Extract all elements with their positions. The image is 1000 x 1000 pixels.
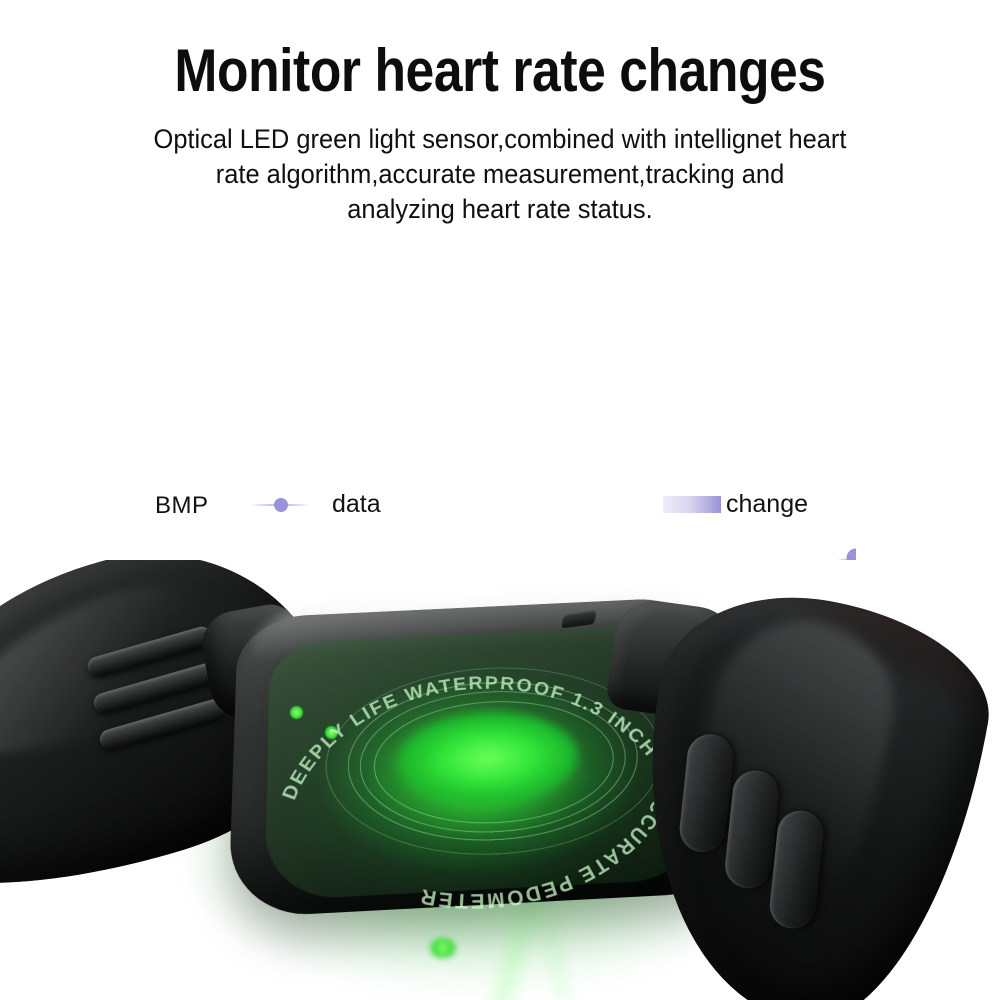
legend-label-change: change [726, 490, 809, 518]
chart-axis-unit: BMP [155, 492, 209, 519]
page-subtitle: Optical LED green light sensor,combined … [87, 122, 913, 227]
strap-rib [767, 808, 826, 931]
subtitle-line-3: analyzing heart rate status. [347, 194, 653, 224]
legend-label-data: data [332, 490, 381, 518]
strap-rib [677, 732, 736, 855]
led-indicator-icon [325, 726, 338, 739]
subtitle-line-1: Optical LED green light sensor,combined … [153, 124, 847, 154]
subtitle-line-2: rate algorithm,accurate measurement,trac… [215, 159, 785, 189]
page-title: Monitor heart rate changes [174, 37, 826, 104]
legend-item-change: change [663, 490, 808, 519]
led-reflection-icon [430, 938, 456, 958]
legend-item-data: data [252, 490, 381, 519]
led-indicator-icon [290, 706, 303, 719]
legend-dot-icon [274, 497, 288, 512]
legend-gradient-bar-icon [663, 496, 721, 513]
product-photo: DEEPLY LIFE WATERPROOF 1.3 INCH SMART BL… [0, 560, 1000, 1000]
legend-line-marker-icon [252, 497, 308, 512]
